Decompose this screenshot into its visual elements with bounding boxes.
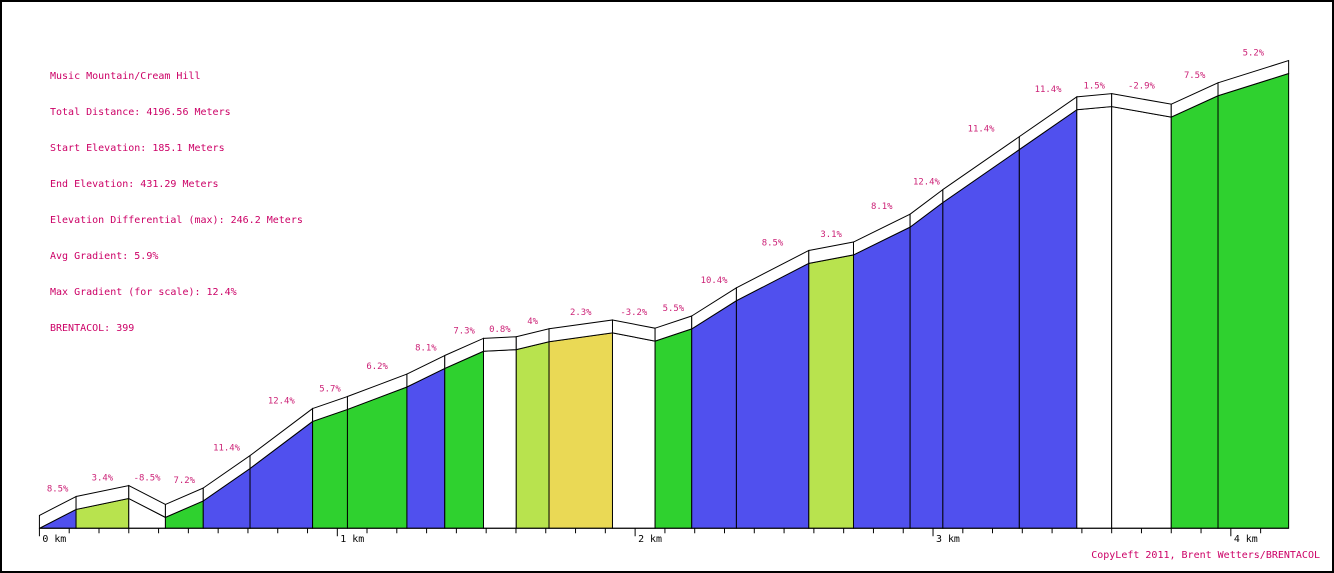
- credit-text: CopyLeft 2011, Brent Wetters/BRENTACOL: [1091, 550, 1320, 561]
- gradient-label: 7.2%: [174, 476, 196, 486]
- axis-tick-label: 2 km: [638, 534, 662, 545]
- gradient-label: 11.4%: [968, 125, 995, 135]
- segment-area: [942, 148, 1020, 529]
- segment-area: [406, 367, 446, 529]
- gradient-label: 11.4%: [1035, 85, 1062, 95]
- elevation-differential-line: Elevation Differential (max): 246.2 Mete…: [50, 215, 303, 226]
- segment-area: [735, 262, 810, 529]
- segment-area: [444, 350, 484, 529]
- segment-area: [1217, 72, 1290, 529]
- gradient-label: 8.1%: [415, 344, 437, 354]
- axis-tick-label: 0 km: [42, 534, 66, 545]
- gradient-label: 6.2%: [366, 362, 388, 372]
- segment-area: [515, 341, 550, 529]
- gradient-label: 3.1%: [820, 230, 842, 240]
- segment-area: [482, 349, 517, 529]
- gradient-label: -3.2%: [620, 308, 647, 318]
- gradient-label: 8.1%: [871, 202, 893, 212]
- gradient-label: 3.4%: [92, 474, 114, 484]
- gradient-label: 5.5%: [663, 304, 685, 314]
- climb-title: Music Mountain/Cream Hill: [50, 71, 201, 82]
- gradient-label: 11.4%: [213, 444, 240, 454]
- gradient-label: 1.5%: [1084, 82, 1106, 92]
- segment-area: [852, 226, 911, 529]
- gradient-label: 2.3%: [570, 308, 592, 318]
- segment-ribbon: [1076, 93, 1113, 111]
- avg-gradient-line: Avg Gradient: 5.9%: [50, 251, 159, 262]
- start-elevation-line: Start Elevation: 185.1 Meters: [50, 143, 225, 154]
- segment-area: [909, 201, 944, 529]
- gradient-label: 8.5%: [47, 485, 69, 495]
- segment-ribbon: [1217, 59, 1290, 97]
- segment-area: [548, 332, 613, 529]
- gradient-label: 7.5%: [1184, 71, 1206, 81]
- gradient-label: 10.4%: [701, 276, 728, 286]
- segment-area: [691, 299, 737, 529]
- segment-area: [312, 408, 348, 529]
- segment-area: [1170, 94, 1219, 529]
- gradient-label: 5.2%: [1243, 49, 1265, 59]
- gradient-label: 0.8%: [489, 325, 511, 335]
- segment-area: [808, 254, 854, 529]
- gradient-label: 7.3%: [453, 326, 475, 336]
- climb-info-block: Music Mountain/Cream Hill Total Distance…: [50, 47, 303, 359]
- max-gradient-line: Max Gradient (for scale): 12.4%: [50, 287, 237, 298]
- gradient-label: 4%: [527, 317, 538, 327]
- axis-tick-label: 3 km: [936, 534, 960, 545]
- segment-area: [654, 328, 693, 529]
- gradient-label: -8.5%: [134, 474, 161, 484]
- segment-area: [1076, 106, 1113, 529]
- segment-area: [611, 332, 656, 529]
- gradient-label: 12.4%: [268, 397, 295, 407]
- axis-tick-label: 4 km: [1234, 534, 1258, 545]
- gradient-label: 8.5%: [762, 238, 784, 248]
- gradient-label: -2.9%: [1128, 82, 1155, 92]
- segment-ribbon: [482, 336, 517, 352]
- axis-tick-label: 1 km: [340, 534, 364, 545]
- total-distance-line: Total Distance: 4196.56 Meters: [50, 107, 231, 118]
- segment-area: [1018, 108, 1078, 529]
- end-elevation-line: End Elevation: 431.29 Meters: [50, 179, 219, 190]
- gradient-label: 5.7%: [319, 385, 341, 395]
- segment-area: [346, 386, 408, 529]
- segment-area: [1111, 105, 1172, 529]
- gradient-label: 12.4%: [913, 178, 940, 188]
- brentacol-score-line: BRENTACOL: 399: [50, 323, 135, 334]
